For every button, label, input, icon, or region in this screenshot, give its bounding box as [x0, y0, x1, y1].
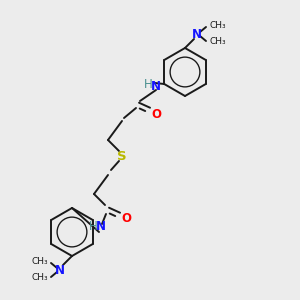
Text: H: H — [144, 79, 152, 92]
Text: H: H — [88, 220, 98, 232]
Text: N: N — [55, 263, 65, 277]
Text: CH₃: CH₃ — [209, 38, 226, 46]
Text: N: N — [96, 220, 106, 233]
Text: CH₃: CH₃ — [209, 22, 226, 31]
Text: CH₃: CH₃ — [32, 257, 48, 266]
Text: N: N — [151, 80, 161, 92]
Text: O: O — [121, 212, 131, 226]
Text: CH₃: CH₃ — [32, 274, 48, 283]
Text: O: O — [151, 107, 161, 121]
Text: N: N — [192, 28, 202, 40]
Text: S: S — [117, 149, 127, 163]
